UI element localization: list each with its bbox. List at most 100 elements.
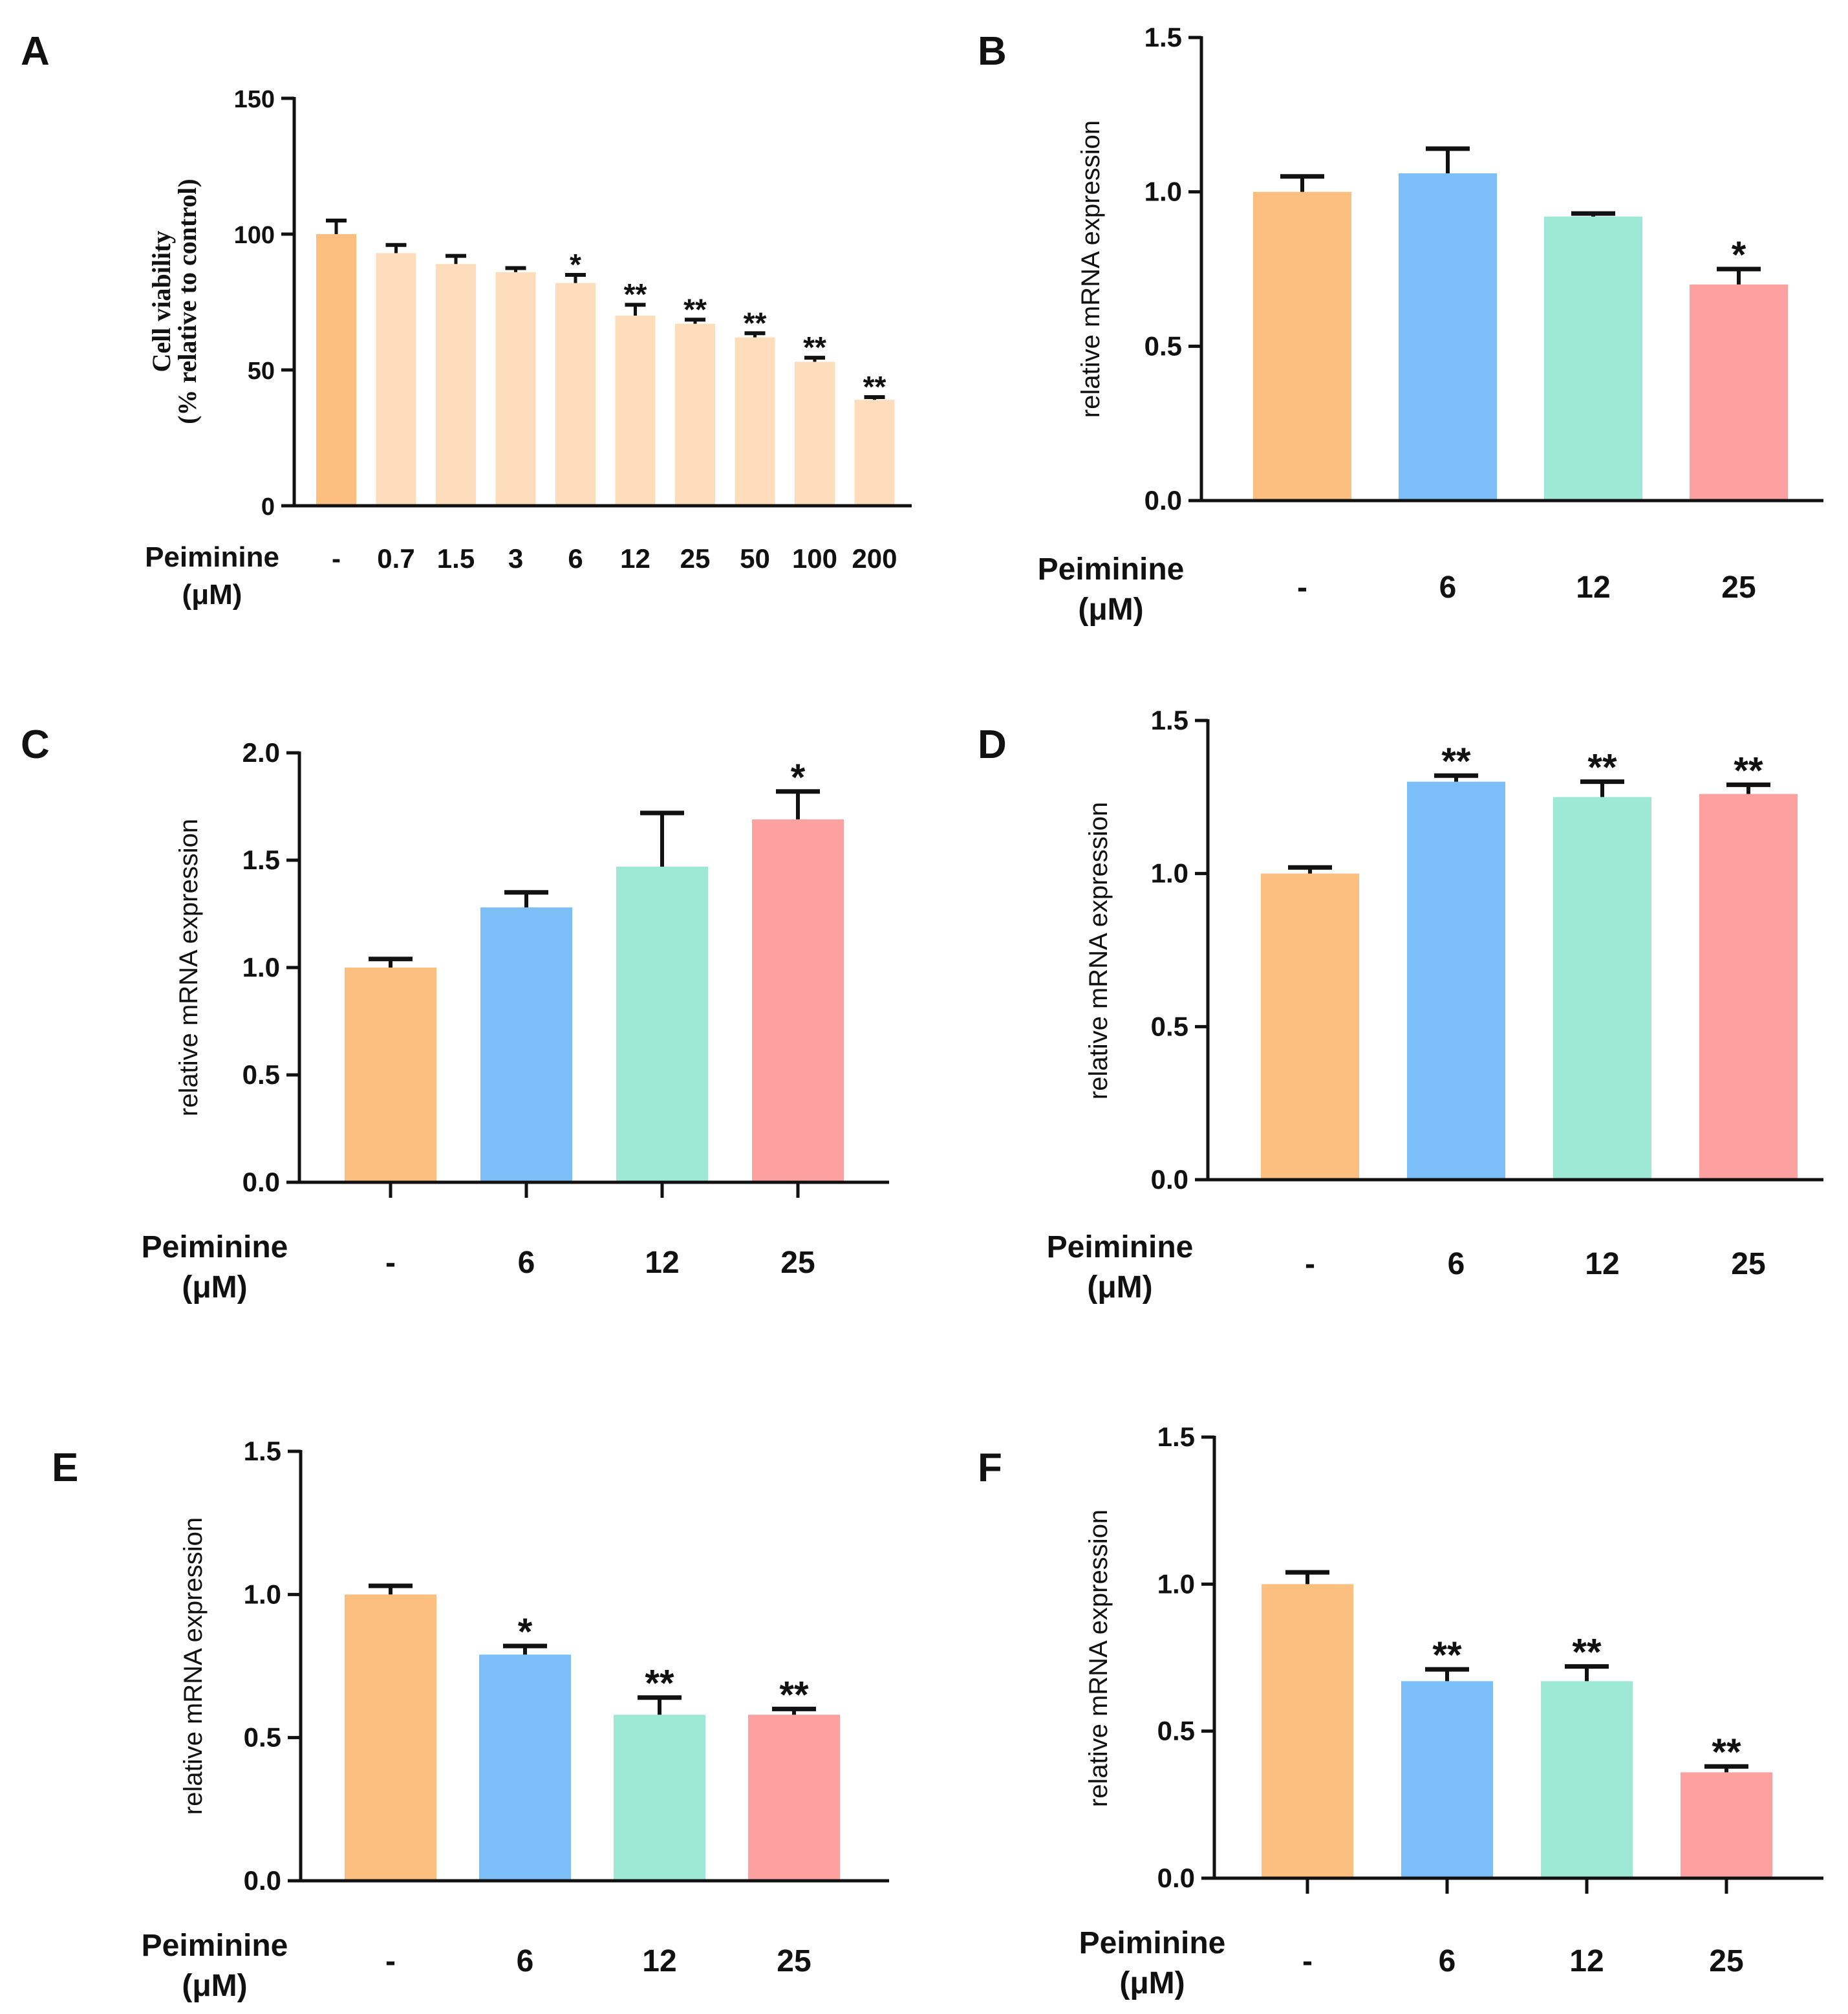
panel-c-xtitle-0: Peiminine [142, 1230, 288, 1264]
panel-c-ytick-label-4: 2.0 [242, 737, 280, 768]
panel-b-letter: B [978, 29, 1007, 74]
panel-b-category-1: 6 [1439, 570, 1457, 605]
panel-a-ylabel-0: Cell viability [147, 231, 176, 373]
panel-e-category-1: 6 [517, 1944, 534, 1978]
panel-e-category-3: 25 [777, 1944, 811, 1978]
panel-b-category-0: - [1297, 570, 1307, 605]
panel-a-bar-3 [495, 272, 536, 506]
panel-c-significance-3: * [791, 757, 806, 799]
panel-f-bar-2 [1541, 1681, 1633, 1878]
panel-d: D - ** 6 ** 12 ** 25 0.0 0.5 1.0 1.5 relative mRNA e… [978, 705, 1823, 1305]
panel-f-letter: F [978, 1446, 1002, 1490]
panel-e-bar-1 [479, 1654, 571, 1881]
panel-a-bar-9 [854, 400, 895, 506]
panel-b-bar-3 [1690, 284, 1788, 501]
panel-f-bar-1 [1401, 1681, 1493, 1878]
panel-c-category-3: 25 [780, 1246, 815, 1280]
panel-a-category-3: 3 [508, 543, 523, 574]
panel-d-bar-3 [1699, 794, 1798, 1180]
panel-c-ytick-label-2: 1.0 [242, 952, 280, 982]
panel-a-bar-7 [735, 337, 775, 506]
panel-a-category-5: 12 [620, 543, 650, 574]
panel-d-ytick-label-0: 0.0 [1151, 1164, 1188, 1195]
panel-a-ylabel-1: (% relative to control) [173, 179, 202, 424]
panel-e-bar-2 [614, 1715, 705, 1881]
panel-c-category-1: 6 [518, 1246, 535, 1280]
panel-c-ytick-label-0: 0.0 [242, 1167, 280, 1197]
panel-a-category-6: 25 [680, 543, 711, 574]
panel-e-significance-3: ** [779, 1674, 809, 1716]
panel-f-significance-1: ** [1432, 1634, 1462, 1676]
panel-a-ytick-label-2: 100 [234, 222, 275, 249]
panel-e-ytick-label-1: 0.5 [244, 1722, 281, 1753]
panel-f-bar-3 [1681, 1772, 1772, 1878]
panel-a-xtitle-1: (μM) [182, 579, 242, 611]
panel-c-ylabel: relative mRNA expression [175, 819, 203, 1116]
panel-a-category-8: 100 [792, 543, 837, 574]
panel-b-category-2: 12 [1576, 570, 1610, 605]
panel-e-xtitle-1: (μM) [182, 1969, 247, 2003]
panel-e-letter: E [52, 1446, 78, 1490]
panel-f-xtitle-1: (μM) [1119, 1966, 1185, 2000]
panel-a-bar-5 [615, 316, 656, 506]
panel-c: C - 6 12 * 25 0.0 0.5 1.0 1.5 2.0 relative mRNA exp… [21, 722, 889, 1305]
panel-f-ytick-label-2: 1.0 [1157, 1568, 1195, 1599]
panel-f: F - ** 6 ** 12 ** 25 0.0 0.5 1.0 1.5 relative mRNA e… [978, 1422, 1823, 2000]
panel-b-bar-0 [1253, 191, 1351, 501]
panel-e-ytick-label-0: 0.0 [244, 1865, 281, 1896]
panel-d-xtitle-0: Peiminine [1047, 1230, 1194, 1264]
panel-b-significance-3: * [1732, 234, 1746, 276]
panel-d-ytick-label-3: 1.5 [1151, 705, 1188, 735]
panel-b-category-3: 25 [1721, 570, 1756, 605]
panel-d-bar-0 [1261, 873, 1359, 1180]
panel-b-xtitle-0: Peiminine [1038, 552, 1185, 587]
panel-f-category-0: - [1302, 1944, 1313, 1978]
panel-a-category-7: 50 [740, 543, 770, 574]
panel-e-ytick-label-3: 1.5 [244, 1436, 281, 1466]
panel-d-category-2: 12 [1585, 1247, 1619, 1281]
panel-a-ytick-label-3: 150 [234, 86, 275, 113]
panel-c-ytick-label-3: 1.5 [242, 845, 280, 875]
panel-d-category-1: 6 [1448, 1247, 1465, 1281]
panel-b-ytick-label-1: 0.5 [1144, 330, 1182, 361]
panel-e-category-0: - [385, 1944, 396, 1978]
panel-a-significance-7: ** [744, 306, 767, 340]
panel-d-significance-1: ** [1441, 741, 1471, 783]
panel-b-ytick-label-0: 0.0 [1144, 485, 1182, 515]
panel-d-significance-3: ** [1734, 750, 1763, 792]
panel-f-bar-0 [1262, 1584, 1353, 1878]
panel-a-bar-2 [436, 264, 476, 506]
panel-a-category-2: 1.5 [437, 543, 475, 574]
panel-f-significance-2: ** [1572, 1632, 1602, 1674]
panel-d-bar-1 [1407, 781, 1505, 1180]
panel-b-ytick-label-3: 1.5 [1144, 22, 1182, 52]
panel-e: E - * 6 ** 12 ** 25 0.0 0.5 1.0 1.5 relative mRNA ex… [52, 1436, 889, 2003]
panel-a-letter: A [21, 29, 50, 74]
panel-a-ytick-label-1: 50 [248, 358, 275, 385]
panel-b-xtitle-1: (μM) [1078, 592, 1143, 627]
panel-c-bar-3 [752, 819, 844, 1182]
panel-d-category-0: - [1305, 1247, 1315, 1281]
panel-d-significance-2: ** [1587, 747, 1617, 789]
panel-f-category-1: 6 [1439, 1944, 1456, 1978]
panel-f-ytick-label-1: 0.5 [1157, 1716, 1195, 1746]
panel-b-bar-1 [1399, 173, 1497, 501]
panel-e-significance-1: * [518, 1611, 533, 1653]
panel-e-category-2: 12 [642, 1944, 676, 1978]
panel-d-ytick-label-2: 1.0 [1151, 858, 1188, 889]
panel-c-letter: C [21, 722, 50, 767]
panel-c-ytick-label-1: 0.5 [242, 1059, 280, 1090]
panel-c-bar-2 [616, 866, 708, 1182]
panel-c-category-2: 12 [645, 1246, 679, 1280]
panel-a-significance-9: ** [863, 370, 886, 404]
panel-b-ytick-label-2: 1.0 [1144, 177, 1182, 207]
panel-e-ytick-label-2: 1.0 [244, 1579, 281, 1609]
panel-f-xtitle-0: Peiminine [1079, 1926, 1226, 1960]
panel-e-xtitle-0: Peiminine [142, 1929, 288, 1963]
panel-f-ylabel: relative mRNA expression [1084, 1510, 1113, 1807]
panel-a: A - 0.7 1.5 3 * 6 ** 12 ** 25 ** 50 ** 100 ** 200 0 50 100 1… [21, 29, 912, 611]
panel-c-category-0: - [385, 1246, 396, 1280]
panel-d-ylabel: relative mRNA expression [1084, 802, 1113, 1099]
panel-a-bar-8 [795, 362, 835, 506]
